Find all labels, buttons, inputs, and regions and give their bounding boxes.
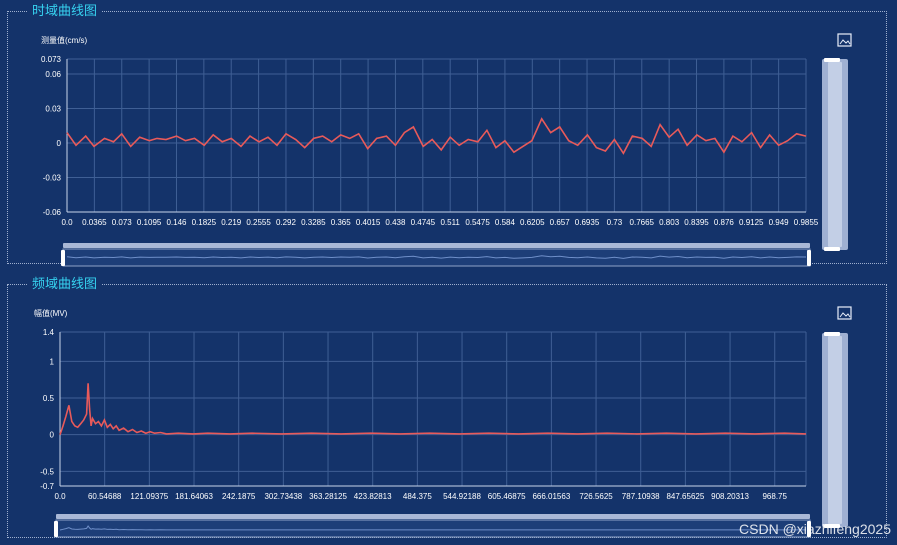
x-tick-label: 544.92188 — [443, 492, 481, 501]
x-tick-label: 0.0365 — [82, 218, 107, 227]
frequency-domain-title: 频域曲线图 — [28, 276, 102, 292]
y-tick-label: -0.03 — [43, 173, 62, 182]
x-tick-label: 484.375 — [403, 492, 432, 501]
zoom-handle-left[interactable] — [61, 250, 65, 266]
x-tick-label: 0.292 — [276, 218, 297, 227]
y-tick-label: 0.06 — [45, 70, 61, 79]
x-tick-label: 302.73438 — [264, 492, 302, 501]
vertical-handle-top[interactable] — [824, 332, 840, 336]
x-tick-label: 0.803 — [659, 218, 680, 227]
series-line — [59, 383, 807, 435]
x-tick-label: 908.20313 — [711, 492, 749, 501]
save-as-image-icon[interactable] — [837, 306, 852, 320]
series-line — [66, 117, 807, 155]
x-tick-label: 181.64063 — [175, 492, 213, 501]
zoom-handle-right[interactable] — [807, 250, 811, 266]
vertical-handle-bottom[interactable] — [824, 247, 840, 251]
zoom-handle-left[interactable] — [54, 521, 58, 537]
y-tick-label: 0.073 — [41, 55, 62, 64]
x-tick-label: 0.6935 — [575, 218, 600, 227]
x-tick-label: 847.65625 — [666, 492, 704, 501]
zoom-preview-line — [59, 525, 806, 531]
x-tick-label: 242.1875 — [222, 492, 256, 501]
y-tick-label: 1.4 — [43, 328, 55, 337]
y-tick-label: 0 — [57, 139, 62, 148]
x-tick-label: 0.9125 — [739, 218, 764, 227]
y-axis-label: 测量值(cm/s) — [41, 35, 88, 45]
vertical-handle-bottom[interactable] — [824, 524, 840, 528]
x-tick-label: 666.01563 — [532, 492, 570, 501]
vertical-handle-top[interactable] — [824, 58, 840, 62]
x-tick-label: 0.1825 — [192, 218, 217, 227]
x-tick-label: 0.4015 — [356, 218, 381, 227]
x-tick-label: 968.75 — [762, 492, 787, 501]
x-tick-label: 0.511 — [440, 218, 460, 227]
x-tick-label: 0.219 — [221, 218, 242, 227]
x-tick-label: 0.3285 — [301, 218, 326, 227]
y-tick-label: 1 — [50, 357, 55, 366]
y-tick-label: -0.5 — [40, 467, 54, 476]
save-as-image-icon[interactable] — [837, 33, 852, 47]
x-tick-label: 0.8395 — [684, 218, 709, 227]
x-tick-label: 60.54688 — [88, 492, 122, 501]
zoom-slider-track[interactable] — [55, 519, 811, 538]
x-tick-label: 0.7665 — [630, 218, 655, 227]
vertical-zoom-range[interactable] — [828, 62, 842, 247]
zoom-slider-bar[interactable] — [56, 514, 810, 519]
y-tick-label: -0.06 — [43, 208, 62, 217]
x-tick-label: 726.5625 — [579, 492, 613, 501]
x-tick-label: 605.46875 — [488, 492, 526, 501]
x-tick-label: 0.4745 — [411, 218, 436, 227]
x-tick-label: 0.438 — [385, 218, 406, 227]
zoom-handle-right[interactable] — [807, 521, 811, 537]
y-axis-label: 幅值(MV) — [34, 308, 68, 318]
x-tick-label: 787.10938 — [622, 492, 660, 501]
x-tick-label: 0.1095 — [137, 218, 162, 227]
y-tick-label: 0.03 — [45, 104, 61, 113]
zoom-preview-line — [66, 255, 807, 259]
x-tick-label: 0.365 — [331, 218, 352, 227]
vertical-zoom-range[interactable] — [828, 336, 842, 524]
watermark: CSDN @xiazhifeng2025 — [739, 521, 891, 537]
time-domain-title: 时域曲线图 — [28, 3, 102, 19]
x-tick-label: 0.584 — [495, 218, 516, 227]
x-tick-label: 0.73 — [607, 218, 623, 227]
x-tick-label: 0.2555 — [246, 218, 271, 227]
y-tick-label: 0.5 — [43, 394, 55, 403]
y-tick-label: 0 — [50, 431, 55, 440]
x-tick-label: 0.9855 — [794, 218, 819, 227]
save-as-image-icon-glyph — [839, 39, 851, 45]
x-tick-label: 0.073 — [112, 218, 133, 227]
x-tick-label: 0.146 — [166, 218, 187, 227]
x-tick-label: 0.0 — [54, 492, 66, 501]
x-tick-label: 363.28125 — [309, 492, 347, 501]
x-tick-label: 0.657 — [550, 218, 571, 227]
x-tick-label: 0.876 — [714, 218, 735, 227]
x-tick-label: 423.82813 — [354, 492, 392, 501]
zoom-slider-bar[interactable] — [63, 243, 810, 248]
x-tick-label: 121.09375 — [130, 492, 168, 501]
x-tick-label: 0.0 — [61, 218, 73, 227]
x-tick-label: 0.5475 — [465, 218, 490, 227]
x-tick-label: 0.949 — [769, 218, 790, 227]
x-tick-label: 0.6205 — [520, 218, 545, 227]
y-tick-label: -0.7 — [40, 482, 54, 491]
save-as-image-icon-glyph — [839, 312, 851, 318]
